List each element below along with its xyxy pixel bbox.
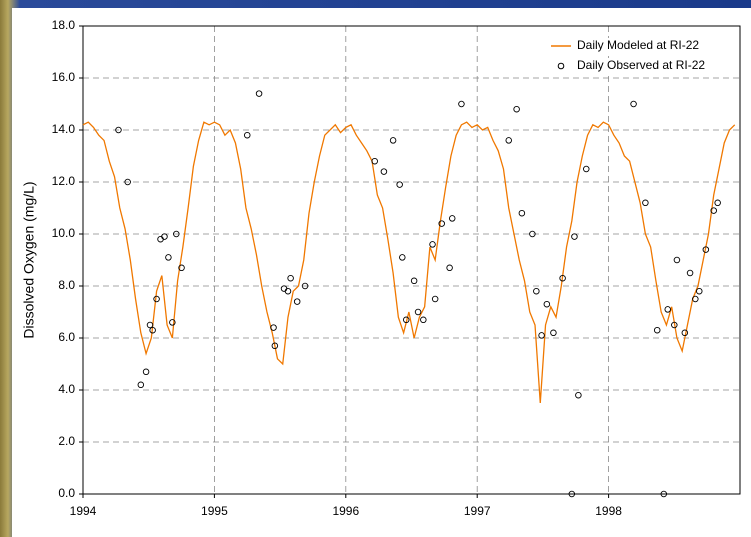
y-tick-label: 6.0	[58, 330, 75, 344]
observed-point	[142, 368, 150, 376]
y-tick-label: 10.0	[52, 226, 76, 240]
observed-point	[458, 100, 465, 108]
observed-point	[380, 168, 388, 175]
observed-point	[270, 324, 277, 331]
observed-point	[696, 287, 703, 295]
observed-point	[438, 220, 445, 227]
observed-point	[575, 391, 582, 399]
observed-point	[146, 321, 154, 329]
observed-point	[371, 157, 378, 165]
observed-point	[446, 264, 453, 272]
observed-point	[284, 287, 292, 295]
x-tick-label: 1997	[464, 504, 491, 518]
observed-point	[402, 316, 410, 324]
observed-point	[673, 256, 681, 264]
observed-point	[169, 319, 176, 326]
observed-point	[550, 329, 557, 337]
observed-point	[692, 295, 699, 303]
observed-point	[410, 277, 418, 285]
x-tick-label: 1994	[70, 504, 97, 518]
legend-label: Daily Observed at RI-22	[577, 58, 705, 72]
observed-point	[243, 131, 251, 139]
observed-point	[124, 178, 131, 186]
observed-point	[178, 264, 185, 272]
x-tick-label: 1998	[595, 504, 622, 518]
observed-point	[255, 90, 263, 97]
observed-point	[559, 274, 566, 282]
modeled-line	[82, 121, 736, 404]
observed-point	[714, 199, 721, 207]
legend-swatch	[557, 62, 565, 70]
legend-background	[575, 38, 737, 54]
observed-point	[389, 137, 397, 144]
observed-point	[583, 165, 590, 173]
observed-point	[653, 326, 661, 334]
y-tick-label: 0.0	[58, 486, 75, 500]
observed-point	[568, 490, 576, 498]
chart-background	[12, 8, 751, 537]
observed-point	[642, 199, 649, 207]
observed-point	[414, 308, 422, 316]
observed-point	[518, 209, 526, 217]
observed-point	[686, 269, 694, 277]
y-tick-label: 12.0	[52, 174, 76, 188]
observed-point	[420, 316, 427, 324]
observed-point	[429, 241, 436, 248]
observed-point	[399, 254, 406, 261]
observed-point	[543, 300, 551, 308]
observed-point	[681, 329, 689, 337]
observed-point	[513, 105, 520, 113]
observed-point	[702, 246, 710, 253]
plot-frame	[82, 25, 741, 495]
y-tick-label: 14.0	[52, 122, 76, 136]
legend-label: Daily Modeled at RI-22	[577, 38, 699, 52]
observed-point	[137, 381, 145, 389]
observed-point	[287, 274, 294, 282]
legend-background	[575, 58, 737, 74]
observed-point	[115, 126, 122, 134]
observed-point	[533, 287, 540, 295]
observed-point	[173, 230, 180, 238]
y-axis-label: Dissolved Oxygen (mg/L)	[21, 181, 37, 338]
observed-point	[671, 321, 678, 329]
y-tick-label: 4.0	[58, 382, 75, 396]
observed-point	[293, 298, 301, 305]
observed-point	[301, 282, 309, 290]
observed-point	[165, 254, 172, 261]
observed-point	[396, 181, 403, 188]
observed-point	[153, 295, 160, 303]
observed-point	[529, 230, 536, 238]
observed-point	[630, 100, 637, 108]
observed-point	[448, 215, 456, 222]
observed-point	[161, 233, 168, 240]
observed-point	[710, 207, 717, 214]
observed-point	[431, 295, 439, 303]
observed-point	[571, 233, 578, 240]
x-tick-label: 1996	[332, 504, 359, 518]
y-tick-label: 18.0	[52, 18, 76, 32]
observed-point	[271, 342, 279, 350]
observed-point	[505, 137, 512, 144]
observed-point	[538, 332, 545, 339]
observed-point	[660, 490, 668, 498]
y-tick-label: 8.0	[58, 278, 75, 292]
x-tick-label: 1995	[201, 504, 228, 518]
observed-point	[149, 326, 156, 334]
y-tick-label: 2.0	[58, 434, 75, 448]
y-tick-label: 16.0	[52, 70, 76, 84]
observed-point	[664, 306, 671, 313]
